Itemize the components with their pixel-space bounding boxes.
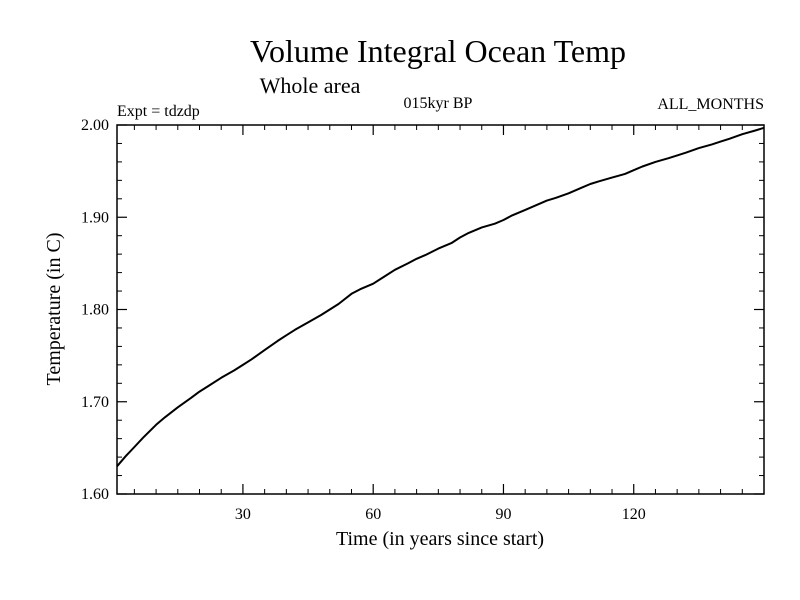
y-axis-label: Temperature (in C) (43, 233, 65, 386)
x-tick-label: 60 (365, 506, 381, 523)
chart-subtitle: Whole area (260, 73, 361, 98)
y-tick-label: 1.80 (81, 302, 109, 319)
y-tick-label: 1.90 (81, 209, 109, 226)
months-label: ALL_MONTHS (657, 96, 764, 113)
y-tick-label: 2.00 (81, 117, 109, 134)
x-tick-label: 30 (235, 506, 251, 523)
series-line (116, 126, 765, 467)
minor-ticks (117, 125, 764, 494)
y-tick-label: 1.70 (81, 394, 109, 411)
plot-area-frame (116, 124, 765, 495)
x-tick-label: 120 (622, 506, 646, 523)
x-axis: 30 60 90 120 (235, 125, 646, 523)
experiment-label: Expt = tdzdp (117, 103, 200, 120)
period-label: 015kyr BP (404, 95, 473, 112)
y-axis: 1.60 1.70 1.80 1.90 2.00 (81, 117, 764, 503)
y-tick-label: 1.60 (81, 486, 109, 503)
x-axis-label: Time (in years since start) (336, 528, 544, 550)
x-tick-label: 90 (495, 506, 511, 523)
chart-title: Volume Integral Ocean Temp (250, 33, 626, 69)
